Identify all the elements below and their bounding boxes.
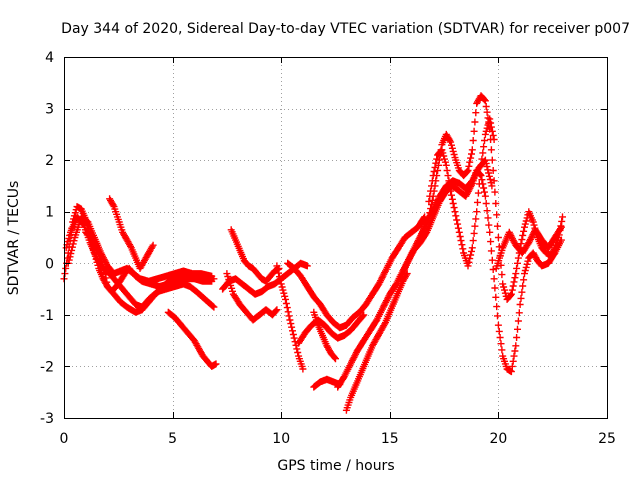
- plus-markers: [223, 270, 281, 324]
- y-tick-label: 1: [45, 205, 54, 221]
- series-arc-4: [82, 228, 216, 296]
- plus-markers: [416, 156, 496, 241]
- series-arc-13: [310, 308, 339, 363]
- plus-markers: [64, 213, 216, 285]
- plus-markers: [310, 308, 339, 363]
- x-tick-label: 10: [272, 431, 290, 447]
- x-tick-label: 25: [598, 431, 616, 447]
- series-arc-11: [284, 213, 429, 332]
- chart-title: Day 344 of 2020, Sidereal Day-to-day VTE…: [61, 21, 630, 37]
- x-tick-label: 0: [60, 431, 69, 447]
- y-tick-label: 3: [45, 102, 54, 118]
- plus-markers: [106, 195, 157, 272]
- series-arc-18: [425, 115, 498, 270]
- data-points: [60, 92, 566, 414]
- y-tick-label: 0: [45, 256, 54, 272]
- plot-frame: [64, 57, 608, 419]
- y-tick-label: -3: [40, 411, 54, 427]
- series-arc-5: [106, 195, 157, 272]
- x-tick-label: 20: [489, 431, 507, 447]
- plus-markers: [227, 226, 283, 285]
- plus-markers: [82, 228, 216, 296]
- series-arc-19: [416, 156, 496, 241]
- series-arc-15: [342, 270, 411, 414]
- x-axis-label: GPS time / hours: [277, 458, 394, 474]
- series-arc-17: [397, 167, 565, 376]
- y-axis-label: SDTVAR / TECUs: [6, 181, 22, 296]
- series-arc-6: [164, 308, 220, 370]
- y-tick-label: 2: [45, 153, 54, 169]
- plus-markers: [342, 270, 411, 414]
- series-arc-10: [273, 262, 307, 373]
- x-tick-label: 5: [168, 431, 177, 447]
- grid: [64, 57, 607, 418]
- series-arc-9: [223, 270, 281, 324]
- series-arc-3: [64, 213, 216, 285]
- y-tick-label: -1: [40, 308, 54, 324]
- x-tick-label: 15: [381, 431, 399, 447]
- plus-markers: [492, 223, 565, 272]
- y-tick-label: -2: [40, 359, 54, 375]
- axis-ticks: 0 5 10 15 20 25 -3 -2 -1 0 1 2 3 4: [40, 50, 616, 447]
- plus-markers: [397, 167, 565, 376]
- series-arc-8: [227, 226, 283, 285]
- plus-markers: [284, 213, 429, 332]
- y-tick-label: 4: [45, 50, 54, 66]
- plus-markers: [273, 262, 307, 373]
- plus-markers: [164, 308, 220, 370]
- series-arc-20: [492, 223, 565, 272]
- plus-markers: [425, 115, 498, 270]
